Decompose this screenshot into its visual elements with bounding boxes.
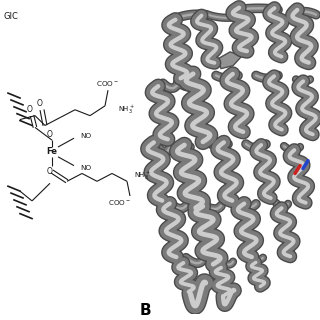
Text: Fe: Fe [46,148,58,156]
Text: NO: NO [80,164,91,171]
Text: GIC: GIC [3,12,18,21]
Text: O: O [47,167,53,176]
Text: COO$^-$: COO$^-$ [96,79,120,88]
Text: NH$_3^+$: NH$_3^+$ [118,104,135,116]
Text: NO: NO [80,133,91,139]
Text: O: O [27,105,33,114]
Text: COO$^-$: COO$^-$ [108,198,132,207]
Text: O: O [47,130,53,139]
Text: O: O [37,100,43,108]
Polygon shape [218,52,242,68]
Text: B: B [139,303,151,318]
Text: NH$_3^+$: NH$_3^+$ [134,169,151,181]
